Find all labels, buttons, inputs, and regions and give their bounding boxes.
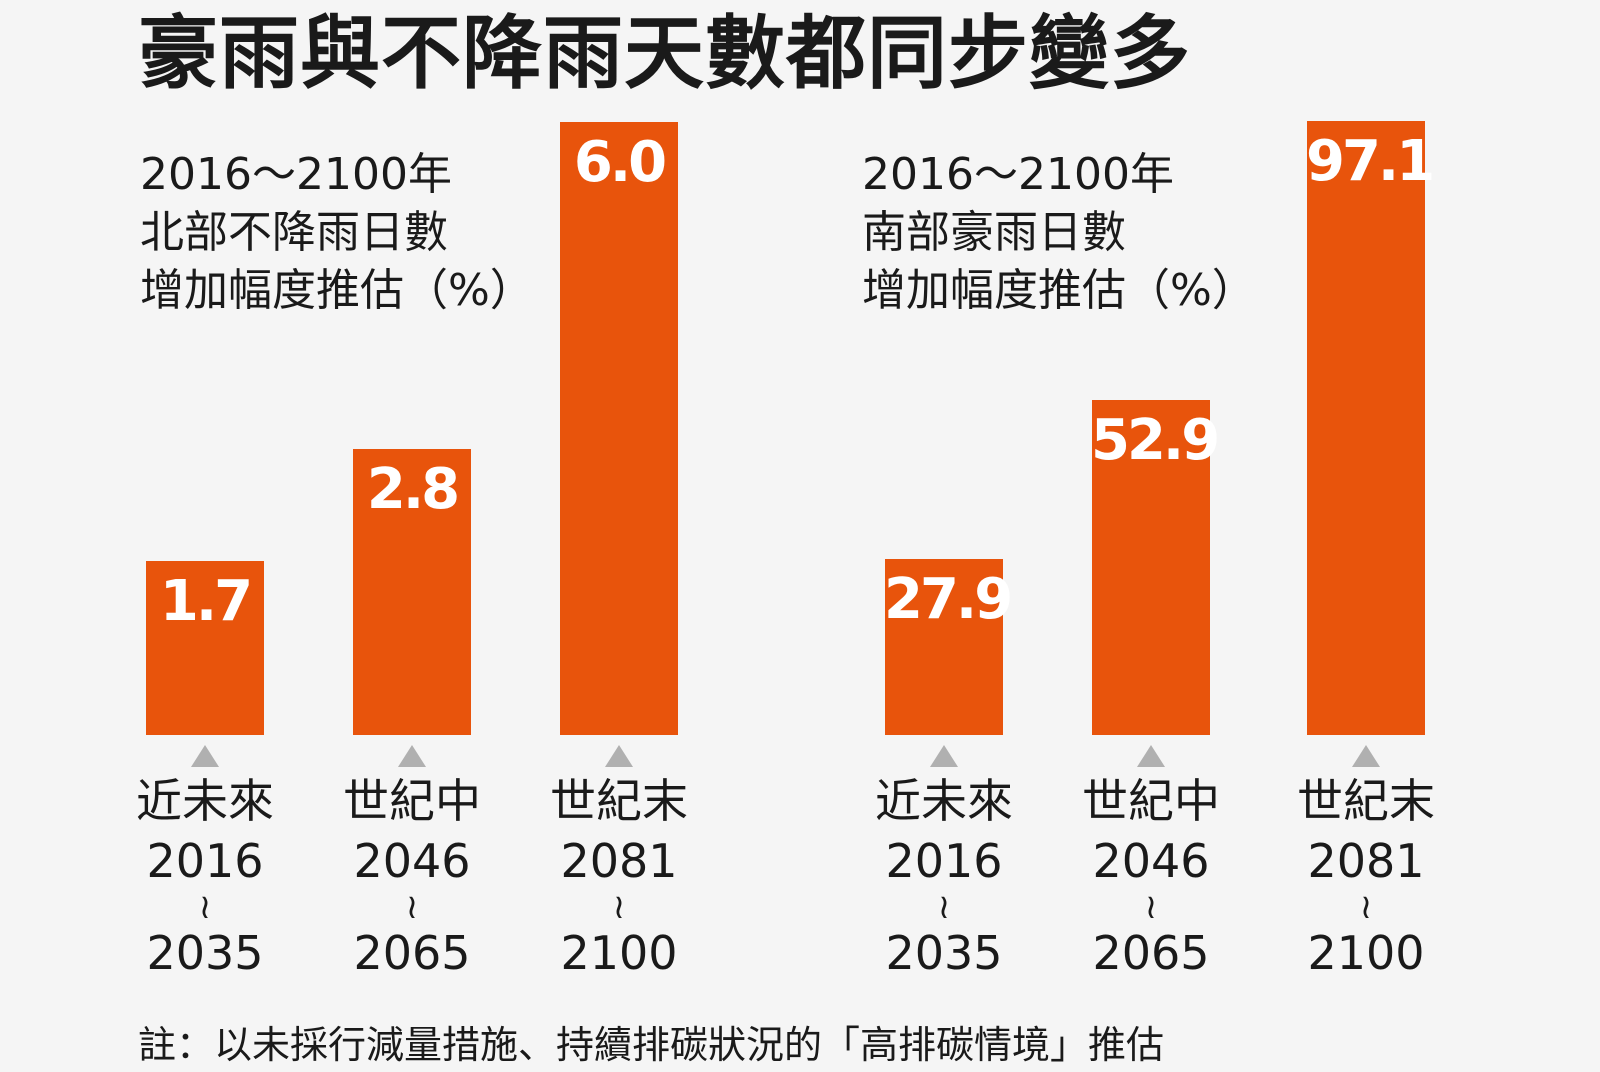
bar-3 [1307,121,1425,735]
category-label: 近未來 2016 ≀ 2035 [854,772,1034,984]
category-end: 2100 [1307,926,1425,980]
bar-value-label: 27.9 [884,566,1013,632]
category-name: 世紀末 [1297,774,1435,828]
bar-value-label: 52.9 [1091,408,1220,474]
category-label: 世紀中 2046 ≀ 2065 [1061,772,1241,984]
bar-value-label: 1.7 [159,569,253,635]
up-triangle-icon [191,745,219,767]
category-sep: ≀ [937,887,951,927]
chart-panel-1: 2016～2100年 北部不降雨日數 增加幅度推估（%） 1.7 近未來 2016 ≀ 203… [115,122,709,984]
chart-subtitle-line-1: 2016～2100年 [140,149,452,200]
category-label: 世紀末 2081 ≀ 2100 [529,772,709,984]
chart-panel-2: 2016～2100年 南部豪雨日數 增加幅度推估（%） 27.9 近未來 2016 ≀ 203… [854,121,1456,984]
bar-1 [885,558,1003,735]
category-start: 2046 [353,834,471,888]
category-end: 2065 [1092,926,1210,980]
chart-subtitle: 2016～2100年 北部不降雨日數增加幅度推估（%） [140,146,534,320]
category-sep: ≀ [198,887,212,927]
category-name: 世紀中 [343,774,481,828]
footnote: 註：以未採行減量措施、持續排碳狀況的「高排碳情境」推估 [138,1023,1165,1067]
category-label: 近未來 2016 ≀ 2035 [115,772,295,984]
chart-subtitle-line-2: 南部豪雨日數 [862,207,1126,258]
bar-value-label: 97.1 [1306,129,1435,194]
category-end: 2035 [885,926,1003,980]
chart-subtitle-line-1: 2016～2100年 [862,149,1174,200]
category-sep: ≀ [1359,887,1373,927]
bar-2 [1092,400,1210,735]
category-name: 世紀中 [1082,774,1220,828]
up-triangle-icon [398,745,426,767]
bar-1 [146,561,264,735]
chart-main-title: 豪雨與不降雨天數都同步變多 [138,7,1191,100]
up-triangle-icon [605,745,633,767]
category-start: 2016 [146,834,264,888]
category-start: 2046 [1092,834,1210,888]
category-start: 2016 [885,834,1003,888]
bar-3 [560,122,678,735]
category-end: 2035 [146,926,264,980]
category-sep: ≀ [612,887,626,927]
category-label: 世紀末 2081 ≀ 2100 [1276,772,1456,984]
category-label: 世紀中 2046 ≀ 2065 [322,772,502,984]
chart-subtitle-line-3: 增加幅度推估（%） [862,265,1256,316]
bar-value-label: 6.0 [573,130,667,195]
category-name: 近未來 [136,774,274,828]
up-triangle-icon [1137,745,1165,767]
category-start: 2081 [560,834,678,888]
category-name: 近未來 [875,774,1013,828]
chart-subtitle-line-2: 北部不降雨日數 [140,207,448,258]
category-start: 2081 [1307,834,1425,888]
category-end: 2100 [560,926,678,980]
category-sep: ≀ [1144,887,1158,927]
bar-value-label: 2.8 [366,456,460,522]
category-end: 2065 [353,926,471,980]
up-triangle-icon [930,745,958,767]
up-triangle-icon [1352,745,1380,767]
category-name: 世紀末 [550,774,688,828]
chart-subtitle: 2016～2100年 南部豪雨日數增加幅度推估（%） [862,146,1256,320]
bar-2 [353,448,471,735]
category-sep: ≀ [405,887,419,927]
chart-subtitle-line-3: 增加幅度推估（%） [140,265,534,316]
